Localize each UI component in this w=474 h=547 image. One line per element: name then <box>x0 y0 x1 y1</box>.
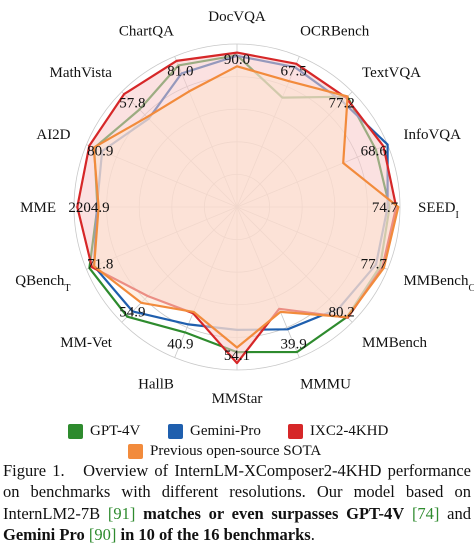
axis-label-subscript: I <box>456 210 459 221</box>
tick-label: 40.9 <box>167 337 193 353</box>
axis-label: InfoVQA <box>403 127 461 143</box>
legend-swatch-sota <box>128 444 143 459</box>
tick-label: 54.1 <box>224 348 250 364</box>
radar-chart: 90.0 DocVQA 67.5 OCRBench 77.2 TextVQA 68.6 Inf… <box>15 9 474 407</box>
tick-label: 71.8 <box>87 257 113 273</box>
tick-label: 2204.9 <box>68 200 109 216</box>
axis-label-subscript: T <box>64 283 70 294</box>
legend-swatch-gemini <box>168 424 183 439</box>
axis-label: QBenchT <box>15 273 70 294</box>
tick-label: 57.8 <box>119 95 145 111</box>
axis-label: TextVQA <box>362 65 421 81</box>
caption-bold-1: GPT-4V <box>346 503 405 523</box>
legend-label-gemini: Gemini-Pro <box>190 423 261 439</box>
legend-label-sota: Previous open-source SOTA <box>150 443 322 459</box>
tick-label: 68.6 <box>361 143 388 159</box>
caption-bold-3: in 10 of the 16 benchmarks <box>116 524 311 544</box>
tick-label: 54.9 <box>119 305 145 321</box>
figure-caption: Figure 1. Overview of InternLM-XComposer… <box>3 460 471 545</box>
tick-label: 80.9 <box>87 143 113 159</box>
legend-label-gpt4v: GPT-4V <box>90 423 141 439</box>
tick-label: 90.0 <box>224 52 250 68</box>
caption-figure-label: Figure 1. <box>3 461 65 480</box>
legend-swatch-ixc2 <box>288 424 303 439</box>
axis-label: DocVQA <box>208 9 266 25</box>
radar-series <box>76 51 400 365</box>
axis-label: HallB <box>138 376 174 392</box>
legend-swatch-gpt4v <box>68 424 83 439</box>
axis-label: MMBench <box>362 335 427 351</box>
caption-ref-3[interactable]: [90] <box>88 524 117 544</box>
axis-label: MMStar <box>212 391 263 407</box>
caption-ref-1[interactable]: [91] <box>107 503 136 523</box>
axis-label: MM-Vet <box>60 335 112 351</box>
legend-item-ixc2: IXC2-4KHD <box>288 423 388 440</box>
caption-ref-2[interactable]: [74] <box>411 503 440 523</box>
axis-label: OCRBench <box>300 24 370 40</box>
caption-text-2: matches or even surpasses <box>135 503 347 523</box>
caption-text-3: and <box>439 503 471 523</box>
axis-label: MME <box>20 200 56 216</box>
axis-label: AI2D <box>36 127 70 143</box>
axis-labels: 90.0 DocVQA 67.5 OCRBench 77.2 TextVQA 68.6 Inf… <box>15 9 474 407</box>
legend-item-sota: Previous open-source SOTA <box>128 443 321 460</box>
legend-item-gemini: Gemini-Pro <box>168 423 261 440</box>
tick-label: 77.7 <box>361 257 388 273</box>
caption-text-1: Overview of InternLM-XComposer2-4KHD per… <box>3 461 471 523</box>
tick-label: 74.7 <box>372 200 399 216</box>
tick-label: 39.9 <box>281 337 307 353</box>
tick-label: 77.2 <box>329 95 355 111</box>
axis-label-subscript: CN <box>468 283 474 294</box>
tick-label: 81.0 <box>167 63 193 79</box>
axis-label: SEEDI <box>418 200 459 221</box>
axis-label: ChartQA <box>119 24 174 40</box>
axis-label: MathVista <box>50 65 113 81</box>
axis-label: MMMU <box>300 376 351 392</box>
tick-label: 67.5 <box>281 63 307 79</box>
caption-bold-2: Gemini Pro <box>3 524 85 544</box>
legend-item-gpt4v: GPT-4V <box>68 423 140 440</box>
tick-label: 80.2 <box>329 305 355 321</box>
legend-label-ixc2: IXC2-4KHD <box>310 423 389 439</box>
series-line-previous-open-source-sota <box>92 65 400 349</box>
axis-label: MMBenchCN <box>403 273 474 294</box>
legend: GPT-4V Gemini-Pro IXC2-4KHD Previous ope… <box>0 415 474 461</box>
caption-end: . <box>310 524 315 544</box>
